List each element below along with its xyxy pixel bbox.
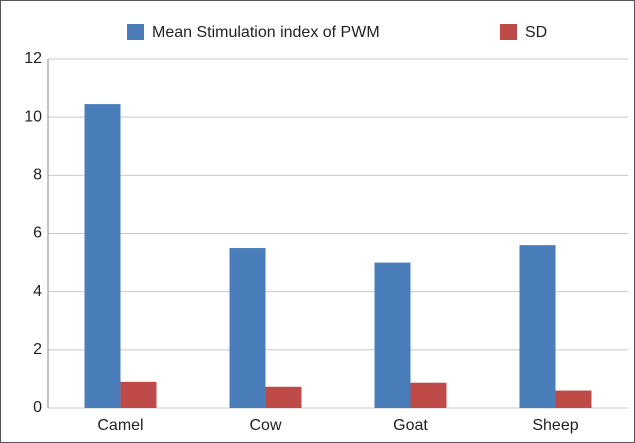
legend-label: Mean Stimulation index of PWM bbox=[152, 24, 380, 41]
y-tick-label: 8 bbox=[33, 167, 42, 184]
bar bbox=[84, 104, 121, 409]
bar bbox=[374, 262, 411, 408]
x-tick-label: Cow bbox=[249, 417, 281, 434]
legend-swatch bbox=[127, 24, 144, 40]
y-tick-label: 2 bbox=[33, 341, 42, 358]
y-tick-label: 10 bbox=[24, 108, 42, 125]
y-tick-label: 6 bbox=[33, 225, 42, 242]
bar bbox=[229, 248, 266, 408]
y-tick-label: 0 bbox=[33, 399, 42, 416]
x-tick-label: Sheep bbox=[532, 417, 578, 434]
x-tick-label: Camel bbox=[97, 417, 143, 434]
legend-swatch bbox=[500, 24, 517, 40]
bar bbox=[265, 386, 302, 408]
y-tick-label: 12 bbox=[24, 50, 42, 67]
bar bbox=[555, 390, 592, 408]
y-tick-label: 4 bbox=[33, 283, 42, 300]
bar bbox=[410, 382, 447, 408]
legend-label: SD bbox=[525, 24, 547, 41]
x-tick-label: Goat bbox=[393, 417, 428, 434]
bar bbox=[519, 245, 556, 408]
bar bbox=[120, 381, 157, 408]
